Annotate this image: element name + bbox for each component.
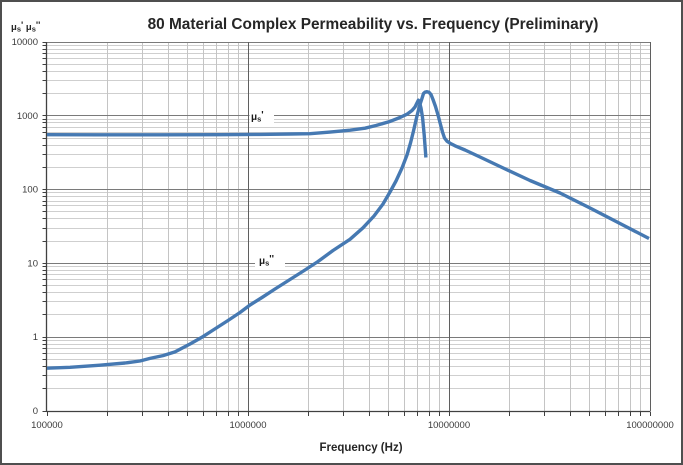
- svg-text:100000: 100000: [31, 420, 63, 431]
- svg-text:100000000: 100000000: [626, 420, 674, 431]
- svg-text:μs'': μs'': [259, 254, 274, 268]
- svg-text:μs' μs'': μs' μs'': [11, 20, 40, 34]
- svg-text:1: 1: [33, 332, 38, 343]
- svg-text:1000: 1000: [17, 111, 38, 122]
- svg-text:10000: 10000: [12, 37, 38, 48]
- svg-text:Frequency (Hz): Frequency (Hz): [319, 442, 402, 454]
- svg-text:80 Material Complex Permeabili: 80 Material Complex Permeability vs. Fre…: [148, 16, 599, 33]
- svg-text:10: 10: [27, 258, 38, 269]
- svg-text:1000000: 1000000: [230, 420, 267, 431]
- svg-text:10000000: 10000000: [428, 420, 470, 431]
- svg-text:μs': μs': [251, 110, 264, 124]
- svg-text:0: 0: [33, 406, 38, 417]
- svg-text:100: 100: [22, 185, 38, 196]
